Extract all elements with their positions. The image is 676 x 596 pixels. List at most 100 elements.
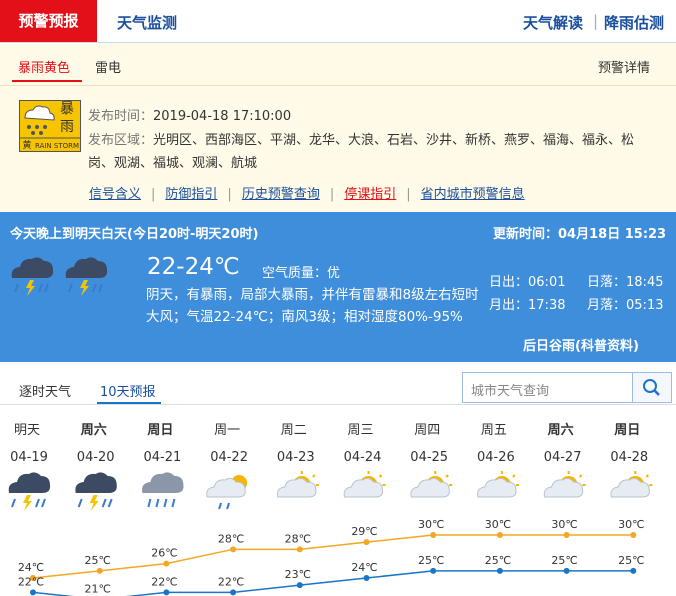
warning-link[interactable]: 信号含义 [89, 187, 142, 202]
divider [0, 404, 676, 405]
detail-link[interactable]: 预警详情 [598, 61, 651, 76]
weather-icon [411, 471, 452, 497]
temp-point [230, 546, 237, 553]
temp-label: 26℃ [151, 547, 177, 560]
date: 04-19 [10, 450, 48, 465]
warning-link[interactable]: 停课指引 [344, 187, 397, 202]
icon-title-2: 雨 [60, 119, 74, 135]
weather-icon [75, 472, 116, 511]
value: 18:45 [626, 275, 664, 290]
forecast-tab-active[interactable]: 10天预报 [100, 385, 156, 400]
nav-link[interactable]: 天气解读 [523, 14, 584, 32]
label: 月出： [489, 298, 529, 313]
warning-link[interactable]: 省内城市预警信息 [420, 187, 525, 202]
value: 17:38 [528, 298, 566, 313]
day-name: 周日 [614, 423, 640, 438]
temp-label: 30℃ [618, 518, 644, 531]
nav-link[interactable]: 降雨估测 [604, 14, 665, 32]
day-name: 周一 [214, 423, 240, 438]
period: 今天晚上到明天白天(今日20时-明天20时) [10, 227, 259, 242]
day-name: 周五 [481, 423, 507, 438]
label: 日落： [587, 275, 627, 290]
temp-label: 25℃ [551, 554, 577, 567]
temp-label: 21℃ [85, 583, 111, 596]
temp-label: 25℃ [485, 554, 511, 567]
temp-point [430, 531, 437, 538]
issue-area: 发布区域：光明区、西部海区、平湖、龙华、大浪、石岩、沙井、新桥、燕罗、福海、福永… [88, 129, 644, 175]
weather-icon [142, 472, 183, 507]
search-input[interactable]: 城市天气查询 [462, 372, 633, 403]
link-row: 信号含义 | 防御指引 | 历史预警查询 | 停课指引 | 省内城市预警信息 [89, 183, 525, 202]
day-name: 周六 [81, 422, 107, 438]
label: 发布时间： [88, 109, 154, 124]
divider [0, 85, 676, 86]
temp-point [563, 531, 570, 538]
weather-icon [544, 471, 585, 497]
placeholder: 城市天气查询 [471, 384, 550, 399]
weather-icon [344, 471, 385, 497]
temp-point [430, 567, 437, 574]
day-name: 周日 [147, 423, 173, 438]
temp-point [163, 589, 170, 596]
temp-point [30, 589, 36, 596]
forecast-tab[interactable]: 逐时天气 [19, 385, 72, 400]
value: 光明区、西部海区、平湖、龙华、大浪、石岩、沙井、新桥、燕罗、福海、福永、松岗、观… [88, 133, 635, 171]
temp-point [30, 575, 36, 581]
temp-label: 25℃ [618, 554, 644, 567]
date: 04-24 [344, 450, 382, 465]
date: 04-20 [77, 450, 115, 465]
label: 更新时间： [493, 227, 559, 242]
today-panel: 今天晚上到明天白天(今日20时-明天20时) 更新时间：04月18日 15:23… [0, 212, 676, 362]
icon-level: 黄 [22, 139, 31, 151]
nav-tab-active[interactable]: 预警预报 [0, 0, 97, 42]
weather-icon [66, 257, 107, 296]
date: 04-23 [277, 450, 315, 465]
value: 优 [327, 266, 341, 281]
warning-tab[interactable]: 雷电 [95, 61, 122, 76]
temp-point [496, 567, 503, 574]
separator: | [227, 187, 232, 202]
temp-point [630, 531, 637, 538]
high-line [32, 534, 634, 579]
top-nav: 预警预报 天气监测 天气解读 | 降雨估测 [0, 0, 676, 43]
temp-point [363, 539, 370, 546]
warning-tab-active[interactable]: 暴雨黄色 [18, 61, 71, 76]
weather-icon [12, 257, 53, 296]
value: 05:13 [626, 298, 664, 313]
forecast-grid: 明天 04-19 周六 04-20 周日 04-21 周一 04-22 周二 04-23 周三 04-… [0, 422, 676, 596]
label: 月落： [587, 298, 627, 313]
temp-label: 24℃ [18, 561, 44, 574]
temp-label: 28℃ [285, 532, 311, 545]
separator: | [406, 187, 411, 202]
weather-icon [277, 471, 318, 497]
value: 04月18日 15:23 [558, 227, 667, 242]
icon-title-1: 暴 [60, 101, 74, 117]
issue-time: 发布时间：2019-04-18 17:10:00 [88, 105, 291, 124]
search-button[interactable] [632, 372, 672, 403]
date: 04-21 [144, 450, 182, 465]
sunset: 日落：18:45 [587, 271, 663, 290]
temp-point [296, 582, 303, 589]
warning-panel: 暴雨黄色 雷电 预警详情 暴 雨 黄 RAIN STORM 发布时间：2019-… [0, 43, 676, 211]
date: 04-22 [210, 450, 248, 465]
icon-label: RAIN STORM [35, 142, 79, 150]
temp-point [230, 589, 237, 596]
temp-label: 23℃ [285, 568, 311, 581]
day-name: 周三 [347, 423, 373, 438]
moonset: 月落：05:13 [587, 294, 663, 313]
date: 04-26 [477, 450, 515, 465]
day-name: 明天 [14, 423, 40, 438]
warning-link[interactable]: 防御指引 [165, 187, 218, 202]
temp-point [163, 560, 170, 567]
weather-icon [478, 471, 519, 497]
nav-tab[interactable]: 天气监测 [117, 14, 178, 32]
weather-icon [207, 475, 247, 509]
label: 发布区域： [88, 133, 154, 148]
solar-term[interactable]: 后日谷雨(科普资料) [523, 339, 639, 354]
value: 2019-04-18 17:10:00 [153, 109, 292, 124]
day-name: 周六 [548, 422, 574, 438]
value: 06:01 [528, 275, 566, 290]
warning-link[interactable]: 历史预警查询 [241, 187, 320, 202]
update-time: 更新时间：04月18日 15:23 [493, 223, 666, 242]
